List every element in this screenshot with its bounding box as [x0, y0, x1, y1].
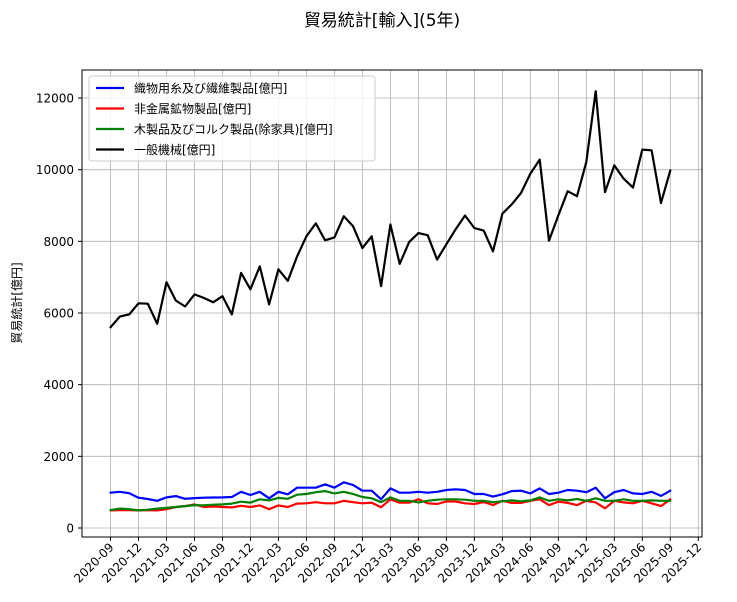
legend-label: 非金属鉱物製品[億円] [134, 101, 251, 116]
y-tick-label: 8000 [43, 235, 74, 249]
legend-label: 一般機械[億円] [134, 142, 215, 157]
y-axis-label: 貿易統計[億円] [9, 262, 24, 343]
series-lines [109, 90, 672, 512]
plot-area-frame [81, 69, 703, 538]
legend-label: 木製品及びコルク製品(除家具)[億円] [134, 122, 333, 137]
series-line-0 [109, 481, 672, 502]
y-axis: 0 2000 4000 6000 8000 10000 12000 [36, 92, 82, 536]
legend-label: 織物用糸及び繊維製品[億円] [134, 82, 287, 96]
y-tick-label: 12000 [36, 92, 74, 106]
y-tick-label: 10000 [36, 163, 74, 177]
y-tick-label: 6000 [43, 307, 74, 321]
series-line-1 [109, 498, 672, 512]
series-line-2 [109, 490, 672, 512]
y-tick-label: 4000 [43, 378, 74, 392]
legend: 織物用糸及び繊維製品[億円] 非金属鉱物製品[億円] 木製品及びコルク製品(除家具)… [88, 75, 376, 162]
y-tick-label: 0 [66, 522, 74, 536]
y-tick-label: 2000 [43, 450, 74, 464]
series-line-3 [109, 90, 672, 329]
chart-title: 貿易統計[輸入](5年) [304, 11, 460, 31]
x-axis: 2020-092020-122021-032021-062021-092021-… [71, 537, 704, 586]
legend-box [88, 75, 376, 162]
